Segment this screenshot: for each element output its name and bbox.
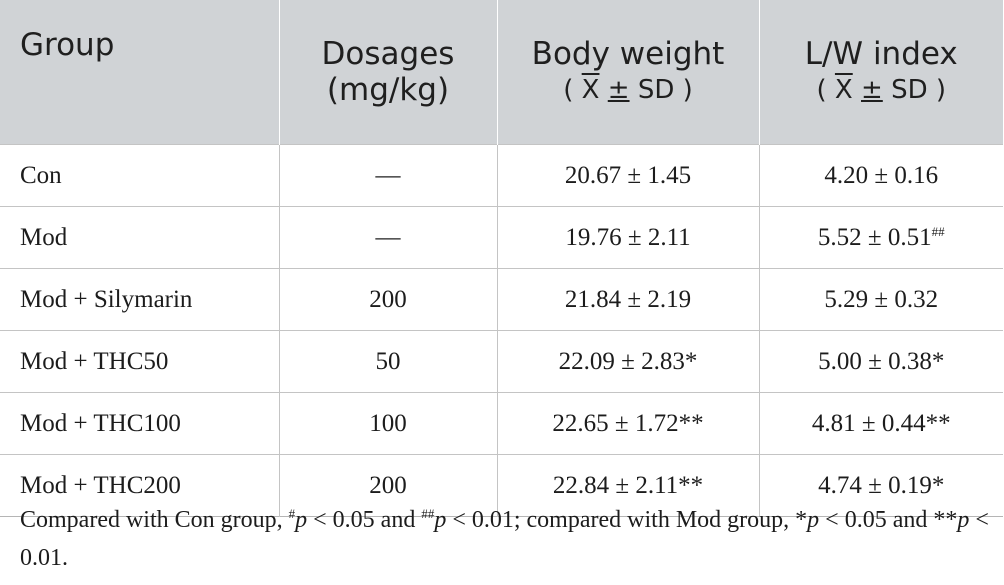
cell-lw-index: 4.81 ± 0.44** [758,392,1003,455]
header-body-weight-label: Body weight [531,36,725,72]
table-row: Mod + THC50 50 22.09 ± 2.83* 5.00 ± 0.38… [0,330,1003,393]
footnote-p-symbol: p [957,507,970,533]
table-row: Mod + THC200 200 22.84 ± 2.11** 4.74 ± 0… [0,454,1003,517]
header-lw-index-sub: ( X ± SD ) [760,72,1004,108]
plus-minus-symbol: ± [607,75,630,105]
sub-rest: SD ) [891,75,946,105]
significance-mark: ## [931,223,945,239]
header-group: Group [0,0,279,145]
sub-open: ( [563,75,582,105]
cell-group: Mod + THC200 [0,454,279,517]
cell-dosage: 100 [278,392,497,455]
table-footnote: Compared with Con group, #p < 0.05 and #… [20,501,995,577]
header-lw-index: L/W index ( X ± SD ) [758,0,1004,145]
lw-value: 5.00 ± 0.38* [818,347,945,375]
cell-dosage: — [278,206,497,269]
cell-group: Mod + THC50 [0,330,279,393]
footnote-double-hash-mark: ## [421,506,435,521]
header-dosages-label: Dosages [321,36,455,72]
cell-lw-index: 5.00 ± 0.38* [758,330,1003,393]
header-body-weight: Body weight ( X ± SD ) [496,0,759,145]
cell-lw-index: 4.74 ± 0.19* [758,454,1003,517]
cell-dosage: — [278,144,497,207]
footnote-text: < 0.01; compared with Mod group, * [446,507,808,533]
header-body-weight-sub: ( X ± SD ) [498,72,759,108]
footnote-p-symbol: p [295,507,308,533]
cell-group: Mod + THC100 [0,392,279,455]
cell-group: Mod [0,206,279,269]
lw-value: 4.81 ± 0.44** [811,409,951,437]
lw-value: 4.20 ± 0.16 [824,161,939,189]
results-table: Group Dosages (mg/kg) Body weight ( X ± … [0,0,1003,517]
cell-body-weight: 19.76 ± 2.11 [496,206,759,269]
cell-body-weight: 22.09 ± 2.83* [496,330,759,393]
cell-lw-index: 4.20 ± 0.16 [758,144,1003,207]
lw-value: 4.74 ± 0.19* [818,471,945,499]
cell-body-weight: 22.65 ± 1.72** [496,392,759,455]
footnote-p-symbol: p [434,507,447,533]
plus-minus-symbol: ± [861,75,883,105]
cell-dosage: 50 [278,330,497,393]
cell-group: Con [0,144,279,207]
table-row: Mod + THC100 100 22.65 ± 1.72** 4.81 ± 0… [0,392,1003,455]
footnote-text: < 0.01. [20,507,989,571]
table-row: Mod — 19.76 ± 2.11 5.52 ± 0.51## [0,206,1003,269]
header-dosages: Dosages (mg/kg) [278,0,497,145]
cell-body-weight: 21.84 ± 2.19 [496,268,759,331]
footnote-hash-mark: # [288,506,296,521]
cell-body-weight: 22.84 ± 2.11** [496,454,759,517]
table-row: Con — 20.67 ± 1.45 4.20 ± 0.16 [0,144,1003,207]
mean-symbol: X [581,75,600,105]
footnote-p-symbol: p [807,507,820,533]
cell-lw-index: 5.29 ± 0.32 [758,268,1003,331]
header-lw-index-label: L/W index [804,36,958,72]
mean-symbol: X [834,75,853,105]
table-header-row: Group Dosages (mg/kg) Body weight ( X ± … [0,0,1003,145]
lw-value: 5.52 ± 0.51 [817,223,932,251]
table-row: Mod + Silymarin 200 21.84 ± 2.19 5.29 ± … [0,268,1003,331]
cell-lw-index: 5.52 ± 0.51## [758,206,1003,269]
sub-rest: SD ) [637,75,693,105]
cell-dosage: 200 [278,454,497,517]
cell-group: Mod + Silymarin [0,268,279,331]
cell-body-weight: 20.67 ± 1.45 [496,144,759,207]
footnote-text: < 0.05 and [307,507,422,533]
cell-dosage: 200 [278,268,497,331]
footnote-text: Compared with Con group, [20,507,289,533]
lw-value: 5.29 ± 0.32 [824,285,939,313]
footnote-text: < 0.05 and ** [819,507,958,533]
sub-open: ( [816,75,835,105]
header-dosages-unit: (mg/kg) [326,72,450,108]
